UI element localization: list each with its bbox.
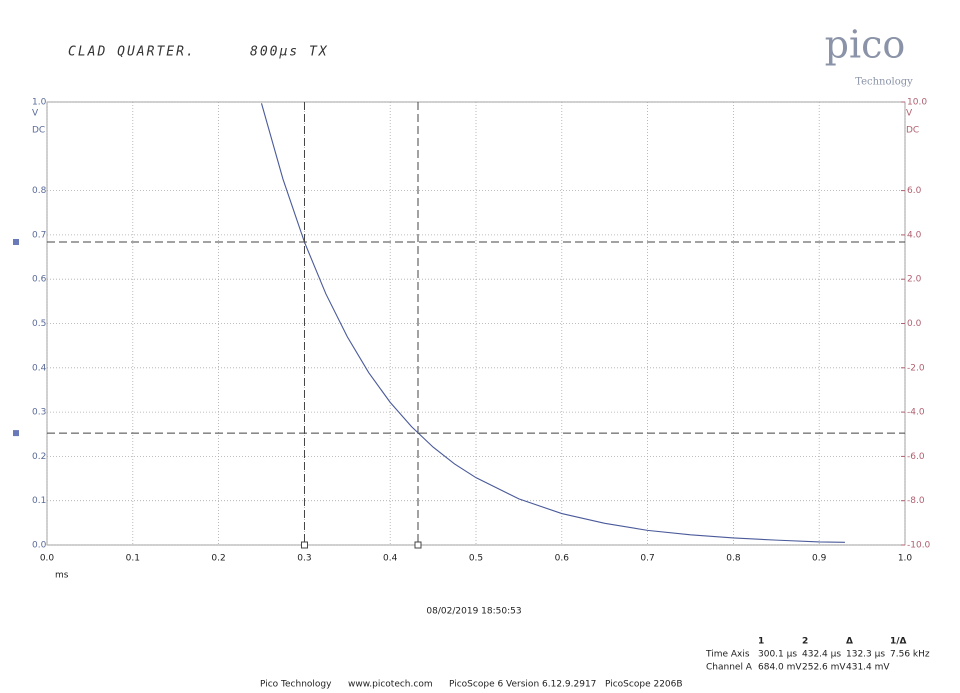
x-tick-label: 0.8 xyxy=(726,554,741,564)
table-cell: 132.3 µs xyxy=(846,650,885,660)
table-cell: 431.4 mV xyxy=(846,663,890,673)
x-tick-label: 0.4 xyxy=(383,554,398,564)
x-tick-label: 0.3 xyxy=(297,554,311,564)
x-axis-label: ms xyxy=(55,571,69,581)
logo: pico xyxy=(825,23,906,67)
y-unit: V xyxy=(32,109,39,119)
x-tick-label: 0.5 xyxy=(469,554,483,564)
y2-tick-label: -2.0 xyxy=(907,363,925,373)
x-tick-label: 0.1 xyxy=(126,554,140,564)
y2-tick-label: 6.0 xyxy=(907,186,922,196)
logo-sub: Technology xyxy=(855,77,913,88)
table-row-label: Time Axis xyxy=(705,650,750,660)
y-tick-label: 1.0 xyxy=(32,98,47,108)
y-tick-label: 0.0 xyxy=(32,541,47,551)
y-tick-label: 0.1 xyxy=(32,496,46,506)
table-header: 1/Δ xyxy=(890,637,907,647)
table-cell: 432.4 µs xyxy=(802,650,841,660)
x-tick-label: 0.0 xyxy=(40,554,55,564)
footer-item: PicoScope 2206B xyxy=(605,680,683,690)
footer-item: www.picotech.com xyxy=(348,680,433,690)
y2-tick-label: 4.0 xyxy=(907,230,922,240)
cursor-handle xyxy=(414,541,422,549)
footer-item: PicoScope 6 Version 6.12.9.2917 xyxy=(449,680,596,690)
note-subtitle: 800µs TX xyxy=(250,45,329,60)
y-tick-label: 0.2 xyxy=(32,452,46,462)
table-header: 1 xyxy=(758,637,764,647)
footer-item: Pico Technology xyxy=(260,680,332,690)
y-tick-label: 0.8 xyxy=(32,186,47,196)
y-tick-label: 0.6 xyxy=(32,275,47,285)
y2-unit: V xyxy=(906,109,913,119)
y2-tick-label: 0.0 xyxy=(907,319,922,329)
y2-tick-label: -10.0 xyxy=(907,541,931,551)
table-cell: 7.56 kHz xyxy=(890,650,930,660)
y-tick-label: 0.7 xyxy=(32,230,46,240)
x-tick-label: 0.9 xyxy=(812,554,827,564)
y2-tick-label: -8.0 xyxy=(907,496,925,506)
table-cell: 252.6 mV xyxy=(802,663,846,673)
table-cell: 684.0 mV xyxy=(758,663,802,673)
note-title: CLAD QUARTER. xyxy=(68,45,196,60)
table-header: 2 xyxy=(802,637,808,647)
y2-tick-label: 10.0 xyxy=(907,98,927,108)
table-row-label: Channel A xyxy=(706,663,753,673)
measurement-table: 1 2 Δ 1/Δ Time Axis 300.1 µs 432.4 µs 132.3 µs 7… xyxy=(705,637,930,673)
timestamp: 08/02/2019 18:50:53 xyxy=(426,607,521,617)
y-tick-label: 0.3 xyxy=(32,408,46,418)
y2-tick-label: -4.0 xyxy=(907,408,925,418)
trace xyxy=(260,103,845,543)
y-tick-label: 0.4 xyxy=(32,363,47,373)
cursor-handle xyxy=(300,541,308,549)
x-tick-label: 1.0 xyxy=(898,554,913,564)
cursor-handle xyxy=(13,238,19,245)
y2-tick-label: -6.0 xyxy=(907,452,925,462)
x-tick-label: 0.2 xyxy=(211,554,225,564)
y2-coupling: DC xyxy=(906,126,919,136)
y-tick-label: 0.5 xyxy=(32,319,46,329)
x-tick-label: 0.6 xyxy=(555,554,570,564)
x-tick-label: 0.7 xyxy=(640,554,654,564)
y-coupling: DC xyxy=(32,126,45,136)
table-header: Δ xyxy=(846,637,853,647)
y2-tick-label: 2.0 xyxy=(907,275,922,285)
table-cell: 300.1 µs xyxy=(758,650,797,660)
footer: Pico Technology www.picotech.com PicoScope… xyxy=(260,680,683,690)
cursor-handle xyxy=(13,430,19,437)
